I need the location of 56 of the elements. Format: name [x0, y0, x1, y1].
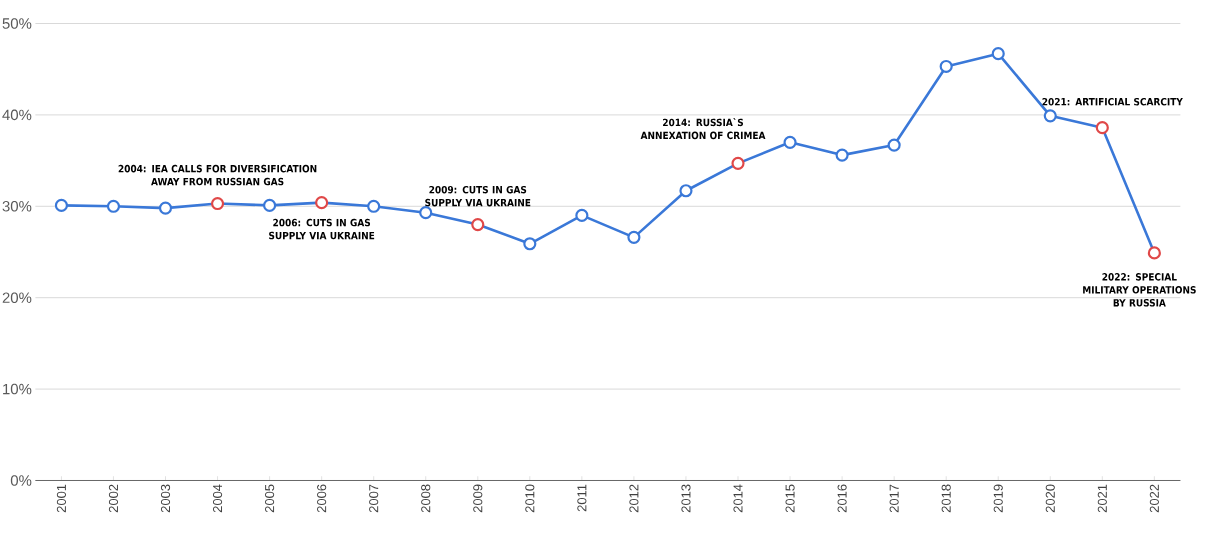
point: [887, 138, 901, 152]
point: [1043, 109, 1057, 123]
x-tick-label: 2010: [525, 484, 535, 513]
point: [106, 199, 121, 213]
x-tick-label: 2016: [837, 484, 847, 513]
point: [835, 148, 849, 162]
x-tick-label: 2012: [629, 484, 639, 513]
x-tick-label: 2014: [733, 484, 743, 513]
x-tick-label: 2003: [160, 484, 171, 513]
x-tick-label: 2013: [681, 484, 691, 513]
point: [523, 237, 537, 251]
x-tick-label: 2019: [993, 484, 1003, 513]
point: [158, 201, 173, 215]
x-tick-label: 2001: [56, 484, 67, 513]
x-tick-label: 2018: [941, 484, 951, 513]
x-tick-label: 2002: [108, 484, 119, 513]
x-tick-label: 2008: [421, 484, 431, 513]
x-tick-label: 2006: [317, 484, 327, 513]
x-tick-label: 2005: [265, 484, 275, 513]
point: [783, 135, 797, 149]
point: [1095, 121, 1109, 135]
point: [471, 217, 485, 232]
point: [939, 59, 953, 74]
y-tick-label: 30%: [2, 201, 32, 212]
x-tick-label: 2009: [473, 484, 483, 513]
x-tick-label: 2015: [785, 484, 795, 513]
point: [263, 198, 277, 212]
point: [210, 196, 225, 211]
x-tick-label: 2007: [369, 484, 379, 513]
x-tick-label: 2020: [1045, 484, 1055, 513]
y-tick-label: 40%: [2, 109, 32, 121]
annotation: 2006: CUTS IN GAS SUPPLY VIA UKRAINE: [269, 218, 375, 240]
x-tick-label: 2004: [212, 484, 223, 513]
x-tick-label: 2022: [1149, 484, 1159, 513]
y-tick-label: 20%: [2, 292, 32, 303]
point: [1147, 246, 1161, 260]
annotation: 2004: IEA CALLS FOR DIVERSIFICATION AWAY FROM RUSSIAN GAS: [118, 164, 317, 186]
point: [731, 156, 745, 170]
annotation: 2014: RUSSIA`S ANNEXATION OF CRIMEA: [640, 118, 766, 140]
point: [991, 47, 1005, 61]
annotation: 2009: CUTS IN GAS SUPPLY VIA UKRAINE: [425, 185, 531, 207]
point: [367, 199, 381, 213]
y-tick-label: 50%: [2, 18, 32, 29]
annotation: 2021: ARTIFICIAL SCARCITY: [1042, 97, 1183, 106]
point: [419, 206, 433, 220]
y-tick-label: 0%: [10, 475, 32, 486]
point: [54, 198, 68, 212]
x-tick-label: 2021: [1097, 484, 1107, 513]
x-tick-label: 2017: [889, 484, 899, 513]
y-tick-label: 10%: [3, 383, 32, 395]
point: [575, 208, 589, 223]
annotation: 2022: SPECIAL MILITARY OPERATIONS BY RUSSIA: [1083, 273, 1196, 307]
point: [315, 196, 329, 210]
x-tick-label: 2011: [577, 484, 587, 512]
point: [627, 230, 641, 244]
point: [679, 184, 693, 198]
